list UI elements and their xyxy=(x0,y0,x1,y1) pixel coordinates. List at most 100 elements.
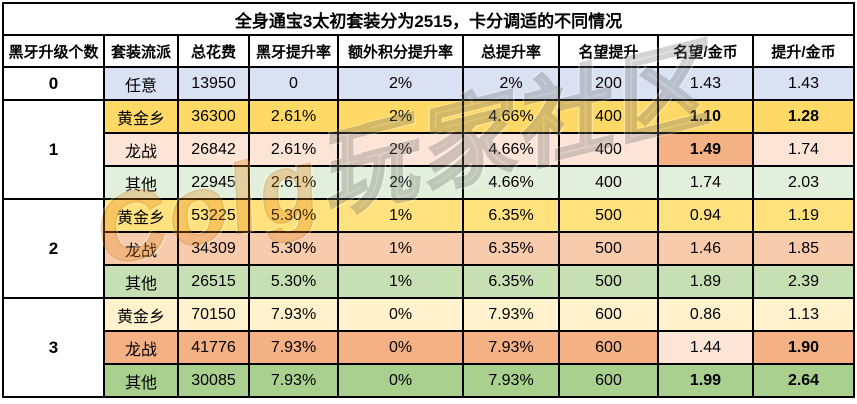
column-header-extra-points-rate: 额外积分提升率 xyxy=(337,34,464,68)
cell-extra-points-rate: 0% xyxy=(337,297,464,332)
column-header-total-cost: 总花费 xyxy=(177,34,250,68)
cell-blackfang-rate: 7.93% xyxy=(248,363,339,398)
cell-upgrade-count: 1 xyxy=(2,99,105,200)
table-title: 全身通宝3太初套装分为2515，卡分调适的不同情况 xyxy=(1,2,856,36)
cell-total-cost: 26842 xyxy=(177,132,250,167)
cell-set-type: 其他 xyxy=(103,264,179,299)
cell-gain-per-gold: 1.90 xyxy=(751,330,856,365)
table-row: 其他 26515 5.30% 1% 6.35% 500 1.89 2.39 xyxy=(3,264,856,299)
table-row: 2 黄金乡 53225 5.30% 1% 6.35% 500 0.94 1.19 xyxy=(2,198,856,299)
cell-total-cost: 13950 xyxy=(177,66,250,101)
cell-upgrade-count: 2 xyxy=(2,198,105,299)
header-row: 黑牙升级个数 套装流派 总花费 黑牙提升率 额外积分提升率 总提升率 名望提升 名望/金币 提升… xyxy=(2,34,856,68)
cell-blackfang-rate: 5.30% xyxy=(248,198,339,233)
cell-total-rate: 4.66% xyxy=(462,99,560,134)
cell-set-type: 任意 xyxy=(103,66,179,101)
cell-extra-points-rate: 1% xyxy=(337,198,464,233)
column-header-total-rate: 总提升率 xyxy=(462,34,560,68)
cell-extra-points-rate: 1% xyxy=(337,231,464,266)
cell-fame-gain: 600 xyxy=(558,363,659,398)
cell-fame-gain: 500 xyxy=(558,198,659,233)
cell-total-rate: 4.66% xyxy=(462,165,560,200)
table-row: 龙战 26842 2.61% 2% 4.66% 400 1.49 1.74 xyxy=(3,132,856,167)
cell-fame-gain: 400 xyxy=(558,132,659,167)
cell-total-cost: 53225 xyxy=(177,198,250,233)
cell-blackfang-rate: 5.30% xyxy=(248,264,339,299)
cell-fame-per-gold: 1.44 xyxy=(657,330,754,365)
cell-set-type: 龙战 xyxy=(103,231,179,266)
cell-gain-per-gold: 1.13 xyxy=(751,297,856,332)
table-row: 其他 22945 2.61% 2% 4.66% 400 1.74 2.03 xyxy=(3,165,856,200)
cell-set-type: 其他 xyxy=(103,363,179,398)
cell-total-cost: 30085 xyxy=(177,363,250,398)
cell-fame-per-gold: 1.43 xyxy=(657,66,754,101)
cell-gain-per-gold: 2.03 xyxy=(751,165,856,200)
table-row: 龙战 41776 7.93% 0% 7.93% 600 1.44 1.90 xyxy=(3,330,856,365)
cell-total-cost: 22945 xyxy=(177,165,250,200)
cell-extra-points-rate: 0% xyxy=(337,330,464,365)
cell-total-rate: 2% xyxy=(462,66,560,101)
cell-fame-per-gold: 1.74 xyxy=(657,165,754,200)
cell-total-rate: 7.93% xyxy=(462,330,560,365)
cell-fame-per-gold: 1.89 xyxy=(657,264,754,299)
cell-set-type: 黄金乡 xyxy=(103,198,179,233)
column-header-blackfang-rate: 黑牙提升率 xyxy=(248,34,339,68)
cell-upgrade-count: 3 xyxy=(2,297,105,398)
cell-total-cost: 41776 xyxy=(177,330,250,365)
cell-blackfang-rate: 7.93% xyxy=(248,330,339,365)
cell-total-rate: 6.35% xyxy=(462,198,560,233)
column-header-set-type: 套装流派 xyxy=(103,34,179,68)
cell-blackfang-rate: 0 xyxy=(248,66,339,101)
cell-set-type: 龙战 xyxy=(103,330,179,365)
cell-fame-per-gold: 1.49 xyxy=(657,132,754,167)
cell-blackfang-rate: 7.93% xyxy=(248,297,339,332)
cell-extra-points-rate: 1% xyxy=(337,264,464,299)
cell-set-type: 黄金乡 xyxy=(103,297,179,332)
cell-set-type: 黄金乡 xyxy=(103,99,179,134)
table-row: 其他 30085 7.93% 0% 7.93% 600 1.99 2.64 xyxy=(3,363,856,398)
cell-total-cost: 70150 xyxy=(177,297,250,332)
cell-fame-gain: 600 xyxy=(558,330,659,365)
cell-gain-per-gold: 1.19 xyxy=(751,198,856,233)
cell-gain-per-gold: 1.43 xyxy=(751,66,856,101)
cell-total-rate: 4.66% xyxy=(462,132,560,167)
cell-extra-points-rate: 2% xyxy=(337,99,464,134)
cell-total-rate: 7.93% xyxy=(462,297,560,332)
cell-fame-gain: 400 xyxy=(558,99,659,134)
cell-blackfang-rate: 2.61% xyxy=(248,132,339,167)
table-row: 0 任意 13950 0 2% 2% 200 1.43 1.43 xyxy=(2,66,856,101)
cell-fame-per-gold: 1.46 xyxy=(657,231,754,266)
cell-gain-per-gold: 2.39 xyxy=(751,264,856,299)
cell-upgrade-count: 0 xyxy=(2,66,105,101)
cell-set-type: 其他 xyxy=(103,165,179,200)
equipment-score-table: 全身通宝3太初套装分为2515，卡分调适的不同情况 黑牙升级个数 套装流派 总花费黑… xyxy=(1,2,856,398)
cell-extra-points-rate: 0% xyxy=(337,363,464,398)
cell-gain-per-gold: 1.74 xyxy=(751,132,856,167)
cell-total-rate: 7.93% xyxy=(462,363,560,398)
cell-total-cost: 34309 xyxy=(177,231,250,266)
cell-blackfang-rate: 2.61% xyxy=(248,99,339,134)
cell-total-cost: 36300 xyxy=(177,99,250,134)
table-row: 1 黄金乡 36300 2.61% 2% 4.66% 400 1.10 1.28 xyxy=(2,99,856,200)
title-row: 全身通宝3太初套装分为2515，卡分调适的不同情况 xyxy=(1,2,856,36)
cell-total-rate: 6.35% xyxy=(462,231,560,266)
cell-fame-per-gold: 0.94 xyxy=(657,198,754,233)
cell-blackfang-rate: 2.61% xyxy=(248,165,339,200)
table-row: 龙战 34309 5.30% 1% 6.35% 500 1.46 1.85 xyxy=(3,231,856,266)
cell-blackfang-rate: 5.30% xyxy=(248,231,339,266)
column-header-fame-gain: 名望提升 xyxy=(558,34,659,68)
column-header-upgrade-count: 黑牙升级个数 xyxy=(2,34,105,68)
cell-extra-points-rate: 2% xyxy=(337,66,464,101)
cell-fame-gain: 400 xyxy=(558,165,659,200)
cell-fame-per-gold: 1.99 xyxy=(657,363,754,398)
cell-total-cost: 26515 xyxy=(177,264,250,299)
cell-fame-per-gold: 1.10 xyxy=(657,99,754,134)
cell-fame-gain: 500 xyxy=(558,231,659,266)
cell-fame-gain: 600 xyxy=(558,297,659,332)
cell-fame-gain: 200 xyxy=(558,66,659,101)
cell-set-type: 龙战 xyxy=(103,132,179,167)
cell-extra-points-rate: 2% xyxy=(337,165,464,200)
column-header-fame-per-gold: 名望/金币 xyxy=(657,34,754,68)
cell-fame-per-gold: 0.86 xyxy=(657,297,754,332)
cell-gain-per-gold: 1.85 xyxy=(751,231,856,266)
